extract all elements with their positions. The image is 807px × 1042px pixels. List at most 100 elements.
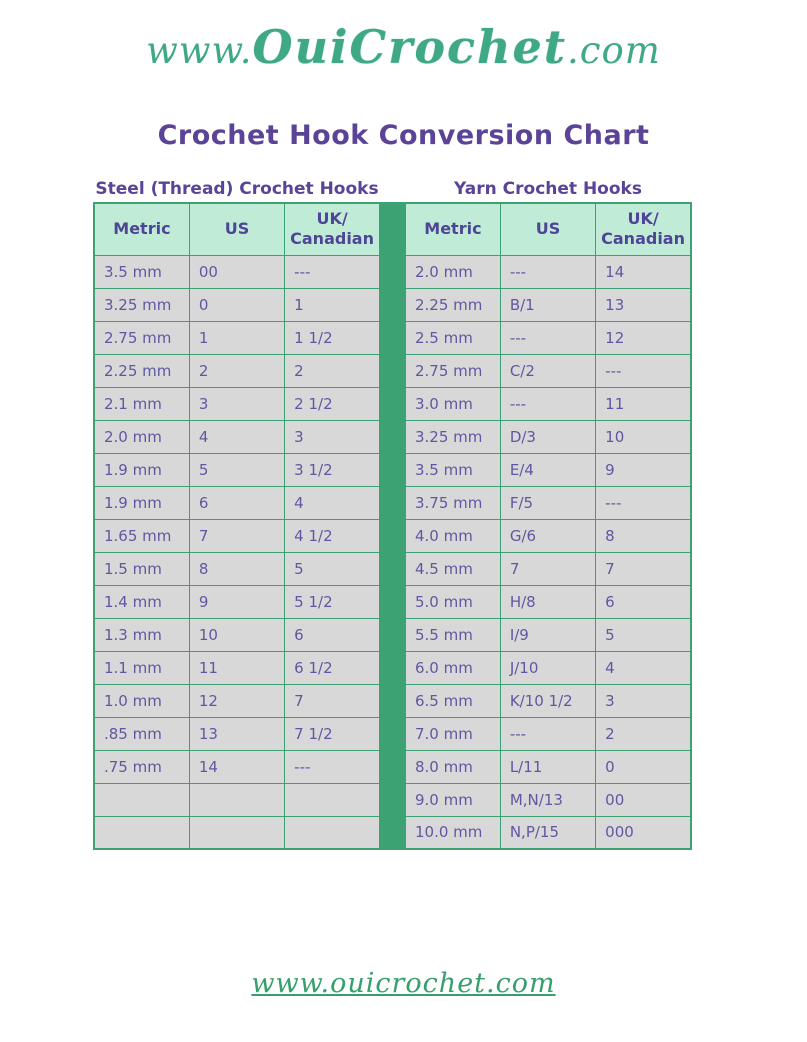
table-cell: 6.5 mm: [404, 683, 501, 718]
table-cell: [284, 815, 381, 850]
table-cell: 2: [284, 353, 381, 388]
table-cell: 2.25 mm: [93, 353, 190, 388]
table-row: 1.65 mm 7 4 1/2: [93, 518, 381, 553]
table-cell: M,N/13: [499, 782, 597, 817]
table-row: 3.5 mm 00 ---: [93, 254, 381, 289]
table-cell: 5: [188, 452, 286, 487]
table-cell: 14: [595, 254, 692, 289]
table-row: 1.9 mm 6 4: [93, 485, 381, 520]
table-cell: 14: [188, 749, 286, 784]
table-cell: 8: [188, 551, 286, 586]
table-cell: 2.0 mm: [404, 254, 501, 289]
tables-row: Metric US UK/ Canadian 3.5 mm 00 --- 3.25 m…: [93, 202, 692, 850]
table-cell: 8.0 mm: [404, 749, 501, 784]
table-cell: 7: [188, 518, 286, 553]
table-cell: 7: [499, 551, 597, 586]
table-cell: G/6: [499, 518, 597, 553]
table-cell: 1.5 mm: [93, 551, 190, 586]
table-cell: 7 1/2: [284, 716, 381, 751]
table-row: 4.5 mm 7 7: [404, 551, 692, 586]
logo-brand: OuiCrochet: [252, 20, 568, 74]
table-cell: 6: [284, 617, 381, 652]
table-cell: 3: [595, 683, 692, 718]
table-cell: J/10: [499, 650, 597, 685]
table-cell: 00: [595, 782, 692, 817]
table-cell: ---: [284, 254, 381, 289]
steel-hooks-table: Metric US UK/ Canadian 3.5 mm 00 --- 3.25 m…: [93, 202, 381, 850]
table-cell: 1 1/2: [284, 320, 381, 355]
table-cell: [284, 782, 381, 817]
table-row: 9.0 mm M,N/13 00: [404, 782, 692, 817]
table-cell: 1.9 mm: [93, 485, 190, 520]
table-cell: 6: [188, 485, 286, 520]
table-cell: 6: [595, 584, 692, 619]
footer-link[interactable]: www.ouicrochet.com: [251, 968, 556, 999]
table-row: 2.25 mm B/1 13: [404, 287, 692, 322]
site-logo: www.OuiCrochet.com: [0, 0, 807, 86]
steel-table-head: Metric US UK/ Canadian: [93, 202, 381, 256]
table-cell: 4.0 mm: [404, 518, 501, 553]
table-cell: 4: [595, 650, 692, 685]
table-cell: 1.0 mm: [93, 683, 190, 718]
column-header-uk-canadian: UK/ Canadian: [284, 202, 381, 256]
table-row: 2.0 mm 4 3: [93, 419, 381, 454]
table-row: 3.25 mm D/3 10: [404, 419, 692, 454]
column-header-metric: Metric: [404, 202, 501, 256]
table-row: 8.0 mm L/11 0: [404, 749, 692, 784]
table-cell: I/9: [499, 617, 597, 652]
section-title-gap: [381, 179, 404, 199]
table-cell: [93, 782, 190, 817]
table-cell: 1: [284, 287, 381, 322]
table-cell: 2: [595, 716, 692, 751]
table-row: 1.5 mm 8 5: [93, 551, 381, 586]
table-row: 5.5 mm I/9 5: [404, 617, 692, 652]
table-cell: H/8: [499, 584, 597, 619]
table-cell: 0: [595, 749, 692, 784]
table-cell: 2 1/2: [284, 386, 381, 421]
table-row: 1.4 mm 9 5 1/2: [93, 584, 381, 619]
page-title: Crochet Hook Conversion Chart: [157, 120, 650, 151]
table-row: 2.75 mm 1 1 1/2: [93, 320, 381, 355]
table-cell: 5.5 mm: [404, 617, 501, 652]
table-row: 3.25 mm 0 1: [93, 287, 381, 322]
table-cell: 8: [595, 518, 692, 553]
table-row: 6.5 mm K/10 1/2 3: [404, 683, 692, 718]
yarn-section-title: Yarn Crochet Hooks: [454, 179, 642, 199]
table-cell: ---: [284, 749, 381, 784]
table-cell: 3 1/2: [284, 452, 381, 487]
table-cell: ---: [595, 353, 692, 388]
table-row: 2.1 mm 3 2 1/2: [93, 386, 381, 421]
table-cell: 3.75 mm: [404, 485, 501, 520]
table-row: 3.0 mm --- 11: [404, 386, 692, 421]
table-cell: 3.25 mm: [404, 419, 501, 454]
table-cell: 9: [595, 452, 692, 487]
table-cell: ---: [499, 386, 597, 421]
table-cell: 2.5 mm: [404, 320, 501, 355]
table-row: 2.75 mm C/2 ---: [404, 353, 692, 388]
table-cell: 6.0 mm: [404, 650, 501, 685]
table-cell: 1.9 mm: [93, 452, 190, 487]
table-cell: 1.1 mm: [93, 650, 190, 685]
table-row: [93, 782, 381, 817]
table-cell: 000: [595, 815, 692, 850]
table-cell: 0: [188, 287, 286, 322]
table-cell: 3.5 mm: [404, 452, 501, 487]
column-header-uk-canadian: UK/ Canadian: [595, 202, 692, 256]
table-row: 1.3 mm 10 6: [93, 617, 381, 652]
table-cell: 2.1 mm: [93, 386, 190, 421]
footer: www.ouicrochet.com: [0, 968, 807, 999]
table-cell: K/10 1/2: [499, 683, 597, 718]
section-titles-row: Steel (Thread) Crochet Hooks Yarn Croche…: [93, 179, 692, 199]
table-cell: 2: [188, 353, 286, 388]
table-cell: ---: [595, 485, 692, 520]
conversion-chart: Steel (Thread) Crochet Hooks Yarn Croche…: [93, 179, 692, 850]
table-cell: 5: [284, 551, 381, 586]
table-row: 4.0 mm G/6 8: [404, 518, 692, 553]
table-row: 6.0 mm J/10 4: [404, 650, 692, 685]
table-cell: 00: [188, 254, 286, 289]
table-row: .85 mm 13 7 1/2: [93, 716, 381, 751]
logo-prefix: www.: [146, 29, 253, 72]
table-row: 7.0 mm --- 2: [404, 716, 692, 751]
table-cell: 7: [284, 683, 381, 718]
header-row: Metric US UK/ Canadian: [404, 202, 692, 256]
